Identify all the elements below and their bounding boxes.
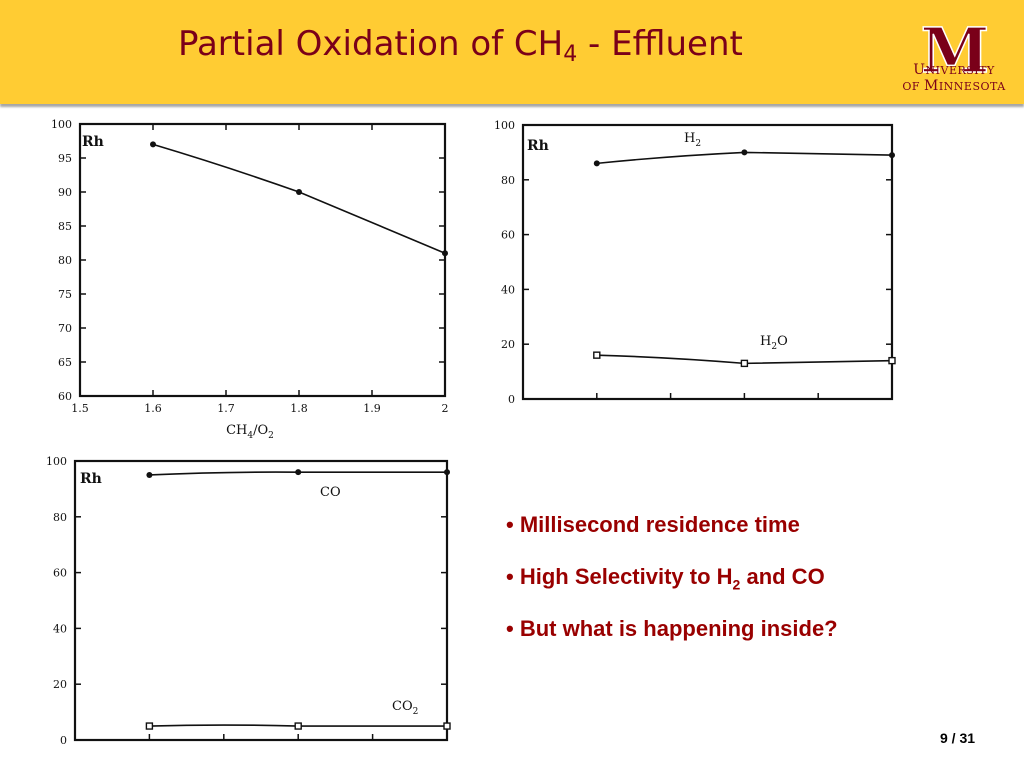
data-point [888, 356, 896, 365]
bullet-item: • High Selectivity to H2 and CO [506, 564, 825, 593]
x-tick-label: 1.7 [217, 402, 235, 415]
y-tick-label: 70 [58, 322, 72, 335]
y-tick-label: 40 [53, 622, 67, 635]
data-point [593, 351, 601, 359]
page-number: 9 / 31 [940, 730, 976, 746]
y-tick-label: 0 [60, 734, 67, 747]
y-tick-label: 20 [53, 678, 67, 691]
series-label-co: CO [320, 485, 341, 500]
data-point [593, 160, 600, 167]
chart-rh-conversion: 60 65 70 75 80 85 90 95 100 1.5 1.6 1.7 1.8 1.9 2 Rh C… [51, 118, 449, 441]
data-point [146, 471, 153, 478]
y-tick-label: 85 [58, 220, 72, 233]
series-line [152, 143, 446, 254]
y-tick-label: 60 [53, 567, 67, 580]
y-tick-label: 80 [58, 254, 72, 267]
y-tick-label: 0 [508, 393, 515, 406]
bullet-item: • But what is happening inside? [506, 616, 838, 641]
chart3-rh-label: Rh [80, 471, 102, 487]
y-tick-label: 100 [51, 118, 72, 131]
title-subscript: 4 [563, 42, 578, 67]
data-point [442, 250, 448, 257]
plot-frame [73, 459, 449, 742]
y-tick-label: 100 [46, 455, 67, 468]
bullet-list: • Millisecond residence time • High Sele… [506, 512, 1006, 668]
chart-co-co2: 0 20 40 60 80 100 Rh CO CO2 [46, 455, 451, 747]
y-tick-label: 80 [53, 511, 67, 524]
data-point [740, 359, 749, 368]
x-tick-label: 1.5 [71, 402, 89, 415]
series-label-co2: CO2 [392, 699, 418, 717]
data-point [296, 189, 302, 195]
series-label-h2o: H2O [760, 334, 788, 352]
chart-h2-h2o: 0 20 40 60 80 100 Rh H2 H2O [494, 119, 896, 406]
title-tail: - Effluent [577, 24, 743, 64]
data-point [889, 152, 895, 159]
data-point [741, 149, 748, 156]
data-point [150, 141, 156, 148]
data-point [295, 469, 302, 476]
data-point [444, 469, 450, 476]
y-tick-label: 90 [58, 186, 72, 199]
data-point [294, 722, 302, 730]
slide-title: Partial Oxidation of CH4 - Effluent [178, 24, 743, 67]
series-label-h2: H2 [684, 131, 701, 149]
plot-frame [78, 122, 447, 398]
chart2-rh-label: Rh [527, 138, 549, 154]
logo-text-university: UNIVERSITY [913, 62, 995, 78]
y-tick-label: 95 [58, 152, 72, 165]
y-tick-label: 20 [501, 338, 515, 351]
chart1-rh-label: Rh [82, 134, 104, 150]
x-tick-label: 1.6 [144, 402, 162, 415]
title-main: Partial Oxidation of CH [178, 24, 564, 64]
data-point [145, 722, 154, 730]
logo-m-letter: M [921, 14, 990, 87]
y-tick-label: 60 [58, 390, 72, 403]
y-tick-label: 75 [58, 288, 72, 301]
data-point [443, 722, 451, 730]
x-tick-label: 1.9 [363, 402, 381, 415]
y-tick-label: 60 [501, 229, 515, 242]
chart1-x-axis-label: CH4/O2 [226, 423, 274, 441]
university-logo-mark: M [920, 13, 990, 88]
y-tick-label: 80 [501, 174, 515, 187]
x-tick-label: 2 [442, 402, 449, 415]
y-tick-label: 65 [58, 356, 72, 369]
plot-frame [521, 123, 894, 401]
bullet-item: • Millisecond residence time [506, 512, 800, 537]
y-tick-label: 40 [501, 283, 515, 296]
x-tick-label: 1.8 [290, 402, 308, 415]
y-tick-label: 100 [494, 119, 515, 132]
slide-header [0, 0, 1024, 104]
logo-text-minnesota: OF MINNESOTA [902, 78, 1006, 94]
